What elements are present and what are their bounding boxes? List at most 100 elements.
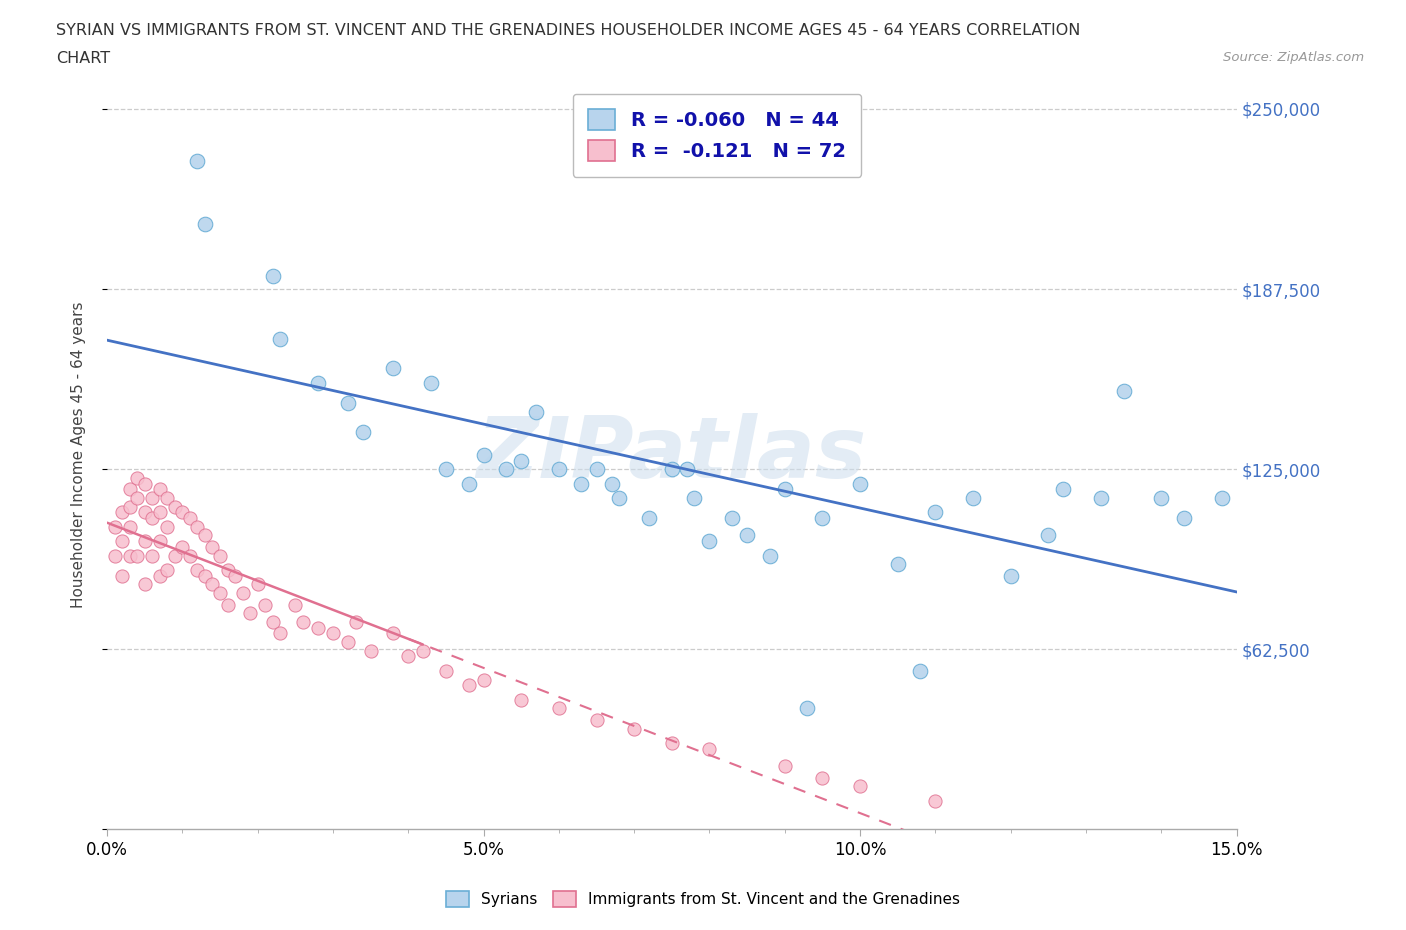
- Point: [156, 519, 179, 534]
- Point: [163, 499, 186, 514]
- Point: [172, 505, 194, 520]
- Point: [186, 519, 208, 534]
- Point: [156, 490, 179, 505]
- Point: [661, 461, 683, 476]
- Point: [337, 634, 360, 649]
- Point: [111, 568, 134, 583]
- Point: [127, 471, 149, 485]
- Point: [699, 741, 721, 756]
- Point: [239, 605, 262, 620]
- Point: [186, 153, 208, 168]
- Point: [141, 548, 163, 563]
- Point: [773, 482, 796, 497]
- Point: [232, 586, 254, 601]
- Point: [134, 577, 156, 591]
- Point: [472, 447, 495, 462]
- Point: [1052, 482, 1074, 497]
- Point: [208, 586, 231, 601]
- Point: [217, 597, 239, 612]
- Point: [623, 721, 645, 736]
- Point: [924, 793, 946, 808]
- Point: [163, 548, 186, 563]
- Point: [194, 568, 217, 583]
- Point: [307, 376, 329, 391]
- Point: [194, 528, 217, 543]
- Point: [149, 568, 172, 583]
- Point: [179, 511, 201, 525]
- Point: [457, 476, 479, 491]
- Point: [735, 528, 758, 543]
- Point: [811, 770, 834, 785]
- Point: [118, 482, 141, 497]
- Point: [149, 505, 172, 520]
- Point: [571, 476, 593, 491]
- Point: [269, 332, 291, 347]
- Point: [141, 490, 163, 505]
- Text: ZIPatlas: ZIPatlas: [477, 413, 868, 497]
- Point: [134, 534, 156, 549]
- Point: [360, 644, 382, 658]
- Point: [758, 548, 780, 563]
- Point: [217, 563, 239, 578]
- Point: [322, 626, 344, 641]
- Point: [661, 736, 683, 751]
- Point: [352, 424, 374, 439]
- Legend: Syrians, Immigrants from St. Vincent and the Grenadines: Syrians, Immigrants from St. Vincent and…: [440, 884, 966, 913]
- Point: [141, 511, 163, 525]
- Point: [254, 597, 277, 612]
- Point: [104, 519, 127, 534]
- Point: [186, 563, 208, 578]
- Point: [382, 361, 405, 376]
- Point: [1211, 490, 1233, 505]
- Point: [796, 701, 818, 716]
- Point: [510, 692, 533, 707]
- Point: [134, 505, 156, 520]
- Point: [269, 626, 291, 641]
- Point: [811, 511, 834, 525]
- Y-axis label: Householder Income Ages 45 - 64 years: Householder Income Ages 45 - 64 years: [72, 301, 86, 608]
- Point: [887, 557, 910, 572]
- Point: [457, 678, 479, 693]
- Point: [434, 461, 457, 476]
- Point: [246, 577, 269, 591]
- Point: [472, 672, 495, 687]
- Point: [201, 539, 224, 554]
- Point: [127, 490, 149, 505]
- Point: [524, 404, 547, 418]
- Point: [291, 615, 314, 630]
- Point: [382, 626, 405, 641]
- Point: [585, 461, 607, 476]
- Point: [419, 376, 441, 391]
- Point: [1173, 511, 1195, 525]
- Point: [683, 490, 706, 505]
- Point: [1090, 490, 1112, 505]
- Point: [307, 620, 329, 635]
- Point: [1150, 490, 1173, 505]
- Point: [396, 649, 419, 664]
- Point: [149, 482, 172, 497]
- Point: [607, 490, 630, 505]
- Point: [676, 461, 699, 476]
- Point: [201, 577, 224, 591]
- Point: [547, 461, 569, 476]
- Point: [434, 663, 457, 678]
- Point: [699, 534, 721, 549]
- Point: [194, 217, 217, 232]
- Point: [104, 548, 127, 563]
- Legend: R = -0.060   N = 44, R =  -0.121   N = 72: R = -0.060 N = 44, R = -0.121 N = 72: [572, 94, 862, 177]
- Point: [149, 534, 172, 549]
- Point: [127, 548, 149, 563]
- Point: [224, 568, 246, 583]
- Point: [262, 269, 284, 284]
- Point: [208, 548, 231, 563]
- Point: [284, 597, 307, 612]
- Point: [262, 615, 284, 630]
- Point: [179, 548, 201, 563]
- Text: CHART: CHART: [56, 51, 110, 66]
- Point: [134, 476, 156, 491]
- Point: [585, 712, 607, 727]
- Point: [337, 395, 360, 410]
- Point: [1038, 528, 1060, 543]
- Point: [547, 701, 569, 716]
- Text: SYRIAN VS IMMIGRANTS FROM ST. VINCENT AND THE GRENADINES HOUSEHOLDER INCOME AGES: SYRIAN VS IMMIGRANTS FROM ST. VINCENT AN…: [56, 23, 1081, 38]
